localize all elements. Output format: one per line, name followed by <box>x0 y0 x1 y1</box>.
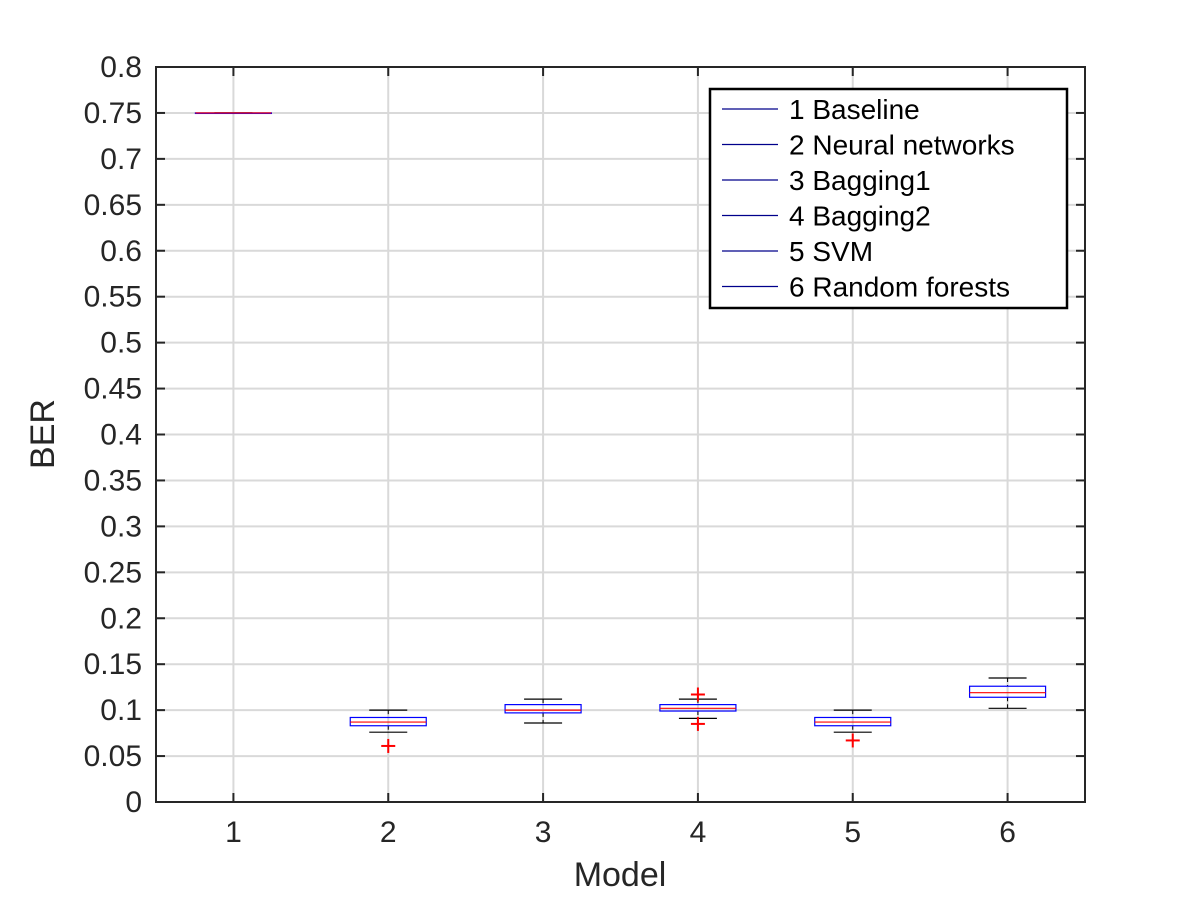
y-tick-label: 0.55 <box>84 281 142 314</box>
y-tick-label: 0.15 <box>84 648 142 681</box>
box-group-3 <box>504 698 582 724</box>
x-tick-label: 4 <box>690 816 707 849</box>
box-group-4 <box>659 687 737 731</box>
y-tick-label: 0.5 <box>100 327 142 360</box>
legend-label: 3 Bagging1 <box>789 165 931 196</box>
outlier-marker <box>845 733 860 748</box>
legend-label: 2 Neural networks <box>789 130 1015 161</box>
y-tick-label: 0.8 <box>100 51 142 84</box>
y-tick-label: 0.35 <box>84 464 142 497</box>
box-group-2 <box>349 709 427 753</box>
tick-labels: 0 0.05 0.1 0.15 0.2 0.25 0.3 0.35 0.4 0.45 0.5 0.55… <box>84 51 1016 849</box>
y-axis-title: BER <box>24 399 62 469</box>
y-tick-label: 0.45 <box>84 373 142 406</box>
outlier-marker <box>690 687 705 702</box>
box-group-6 <box>968 677 1047 709</box>
legend-box <box>708 87 1069 310</box>
box-plots <box>194 112 1047 753</box>
outlier-marker <box>690 716 705 731</box>
axes <box>155 66 1086 803</box>
y-tick-label: 0.65 <box>84 189 142 222</box>
outlier-marker <box>381 738 396 753</box>
y-tick-label: 0.7 <box>100 143 142 176</box>
box-body <box>504 704 582 714</box>
box-group-1 <box>194 112 273 115</box>
legend-label: 1 Baseline <box>789 94 920 125</box>
y-tick-label: 0.75 <box>84 97 142 130</box>
legend-label: 4 Bagging2 <box>789 201 931 232</box>
y-tick-label: 0 <box>125 786 142 819</box>
y-tick-label: 0.25 <box>84 556 142 589</box>
x-tick-label: 3 <box>535 816 552 849</box>
y-tick-label: 0.05 <box>84 740 142 773</box>
y-tick-label: 0.1 <box>100 694 142 727</box>
box-body <box>968 685 1047 698</box>
legend: 1 Baseline 2 Neural networks 3 Bagging1 4 B… <box>708 87 1069 310</box>
x-tick-label: 6 <box>999 816 1016 849</box>
legend-label: 5 SVM <box>789 236 873 267</box>
box-group-5 <box>814 709 892 748</box>
y-tick-label: 0.4 <box>100 419 142 452</box>
plot-frame <box>155 66 1086 803</box>
x-tick-label: 1 <box>225 816 242 849</box>
y-tick-label: 0.2 <box>100 602 142 635</box>
x-tick-label: 2 <box>380 816 397 849</box>
y-tick-label: 0.3 <box>100 510 142 543</box>
x-axis-title: Model <box>574 856 667 894</box>
y-tick-label: 0.6 <box>100 235 142 268</box>
legend-label: 6 Random forests <box>789 272 1010 303</box>
x-tick-label: 5 <box>844 816 861 849</box>
